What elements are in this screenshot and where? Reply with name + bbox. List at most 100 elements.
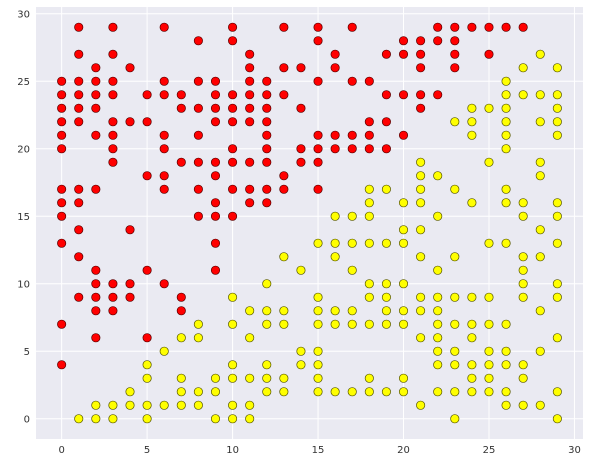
data-point bbox=[193, 157, 203, 167]
data-point bbox=[245, 49, 255, 59]
data-point bbox=[108, 279, 118, 289]
data-point bbox=[74, 117, 84, 127]
data-point bbox=[330, 306, 340, 316]
data-point bbox=[552, 292, 562, 302]
data-point bbox=[433, 346, 443, 356]
data-point bbox=[416, 49, 426, 59]
x-tick-label: 10 bbox=[226, 445, 239, 456]
data-point bbox=[450, 319, 460, 329]
data-point bbox=[210, 373, 221, 383]
data-point bbox=[313, 130, 323, 140]
data-point bbox=[142, 373, 152, 383]
data-point bbox=[91, 306, 101, 316]
data-point bbox=[518, 90, 528, 100]
data-point bbox=[398, 319, 409, 329]
data-point bbox=[381, 387, 391, 397]
data-point bbox=[347, 387, 357, 397]
data-point bbox=[484, 387, 494, 397]
data-point bbox=[74, 414, 84, 424]
data-point bbox=[125, 292, 135, 302]
data-point bbox=[245, 76, 255, 86]
data-point bbox=[176, 90, 186, 100]
data-point bbox=[159, 22, 169, 32]
data-point bbox=[176, 103, 186, 113]
data-point bbox=[552, 387, 562, 397]
data-point bbox=[552, 198, 562, 208]
data-point bbox=[313, 22, 323, 32]
data-point bbox=[313, 157, 323, 167]
data-point bbox=[450, 184, 460, 194]
data-point bbox=[245, 103, 255, 113]
x-tick-label: 15 bbox=[312, 445, 325, 456]
data-point bbox=[450, 36, 460, 46]
data-point bbox=[347, 76, 357, 86]
data-point bbox=[552, 238, 562, 248]
data-point bbox=[193, 184, 203, 194]
data-point bbox=[159, 76, 169, 86]
data-point bbox=[450, 414, 460, 424]
data-point bbox=[381, 144, 391, 154]
data-point bbox=[57, 117, 67, 127]
data-point bbox=[74, 76, 84, 86]
data-point bbox=[176, 373, 186, 383]
data-point bbox=[108, 414, 118, 424]
data-point bbox=[552, 90, 562, 100]
data-point bbox=[313, 36, 323, 46]
data-point bbox=[279, 184, 289, 194]
data-point bbox=[228, 22, 238, 32]
data-point bbox=[279, 373, 289, 383]
data-point bbox=[347, 265, 357, 275]
data-point bbox=[330, 49, 340, 59]
data-point bbox=[108, 90, 118, 100]
data-point bbox=[518, 292, 528, 302]
data-point bbox=[518, 211, 528, 221]
data-point bbox=[74, 49, 84, 59]
data-point bbox=[245, 333, 255, 343]
data-point bbox=[279, 387, 289, 397]
data-point bbox=[108, 157, 118, 167]
data-point bbox=[364, 184, 374, 194]
data-point bbox=[176, 306, 186, 316]
data-point bbox=[518, 252, 528, 262]
data-point bbox=[518, 63, 528, 73]
data-point bbox=[74, 198, 84, 208]
data-point bbox=[228, 400, 238, 410]
data-point bbox=[159, 279, 169, 289]
data-point bbox=[159, 346, 169, 356]
data-point bbox=[125, 225, 135, 235]
data-point bbox=[398, 225, 409, 235]
data-point bbox=[262, 387, 272, 397]
data-point bbox=[262, 157, 272, 167]
data-point bbox=[381, 117, 391, 127]
data-point bbox=[193, 211, 203, 221]
data-point bbox=[108, 144, 118, 154]
data-point bbox=[467, 333, 477, 343]
data-point bbox=[467, 130, 477, 140]
y-tick-label: 30 bbox=[17, 9, 30, 20]
data-point bbox=[313, 144, 323, 154]
data-point bbox=[245, 198, 255, 208]
data-point bbox=[433, 387, 443, 397]
data-point bbox=[416, 225, 426, 235]
data-point bbox=[228, 157, 238, 167]
data-point bbox=[364, 238, 374, 248]
data-point bbox=[228, 90, 238, 100]
data-point bbox=[108, 130, 118, 140]
data-point bbox=[142, 414, 152, 424]
data-point bbox=[467, 387, 477, 397]
data-point bbox=[74, 103, 84, 113]
data-point bbox=[228, 292, 238, 302]
data-point bbox=[228, 144, 238, 154]
data-point bbox=[433, 292, 443, 302]
data-point bbox=[210, 211, 221, 221]
data-point bbox=[279, 252, 289, 262]
data-point bbox=[501, 103, 511, 113]
data-point bbox=[347, 211, 357, 221]
data-point bbox=[210, 76, 221, 86]
data-point bbox=[125, 400, 135, 410]
data-point bbox=[381, 184, 391, 194]
data-point bbox=[91, 63, 101, 73]
data-point bbox=[313, 387, 323, 397]
data-point bbox=[159, 90, 169, 100]
data-point bbox=[262, 184, 272, 194]
